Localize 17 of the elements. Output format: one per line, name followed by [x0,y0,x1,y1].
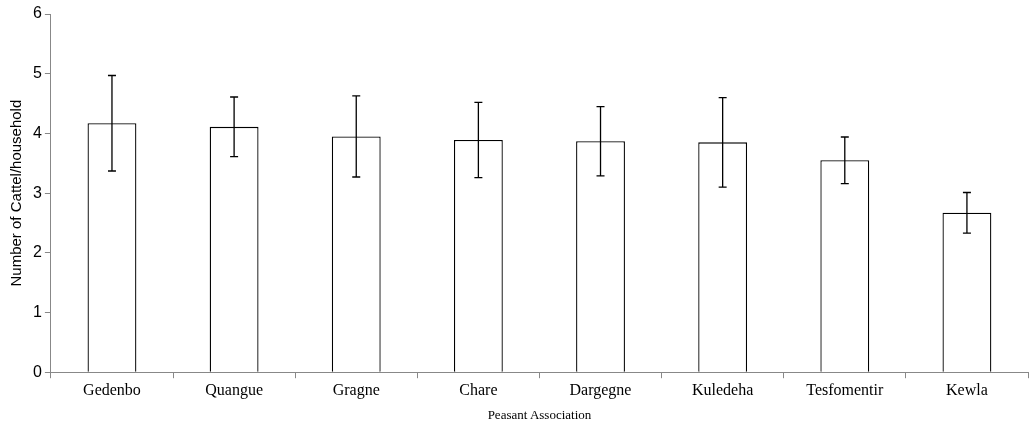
x-tick-label: Quangue [205,381,263,399]
y-tick-label: 2 [32,243,42,261]
y-tick-label: 0 [32,362,42,380]
x-axis-title: Peasant Association [487,406,592,422]
x-tick-label: Kewla [946,381,988,398]
x-tick-label: Gedenbo [83,381,141,398]
x-tick-label: Kuledeha [692,381,754,398]
x-tick-label: Gragne [332,381,380,399]
x-tick-label: Chare [459,381,498,398]
x-tick-label: Dargegne [569,381,632,399]
y-tick-label: 4 [32,123,42,141]
x-tick-label: Tesfomentir [806,381,884,398]
y-tick-label: 3 [32,183,42,201]
y-axis-title: Number of Cattel/household [7,99,25,287]
y-tick-label: 1 [32,302,42,320]
y-tick-label: 5 [32,64,42,82]
y-tick-label: 6 [32,4,42,22]
